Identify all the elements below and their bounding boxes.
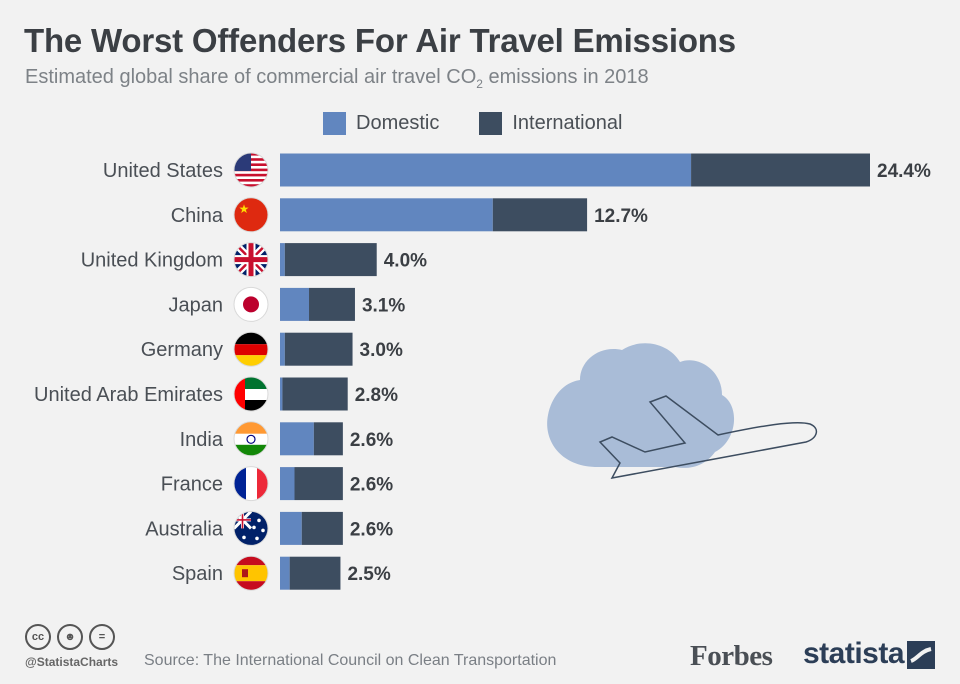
license-icons: cc ☻ =	[25, 624, 121, 650]
category-label: Germany	[141, 339, 223, 361]
bar-segment-international	[301, 511, 343, 545]
bar-segment-international	[289, 556, 341, 590]
value-label: 24.4%	[877, 161, 931, 182]
statista-logo-icon	[907, 641, 935, 669]
subtitle-main: Estimated global share of commercial air…	[25, 66, 477, 88]
bar-segment-international	[313, 422, 343, 456]
value-label: 4.0%	[384, 251, 427, 272]
bar-segment-international	[492, 198, 588, 232]
flag-in-icon	[233, 421, 269, 457]
bar-segment-domestic	[280, 243, 285, 277]
bar-segment-international	[282, 377, 348, 411]
bar-segment-international	[309, 287, 355, 321]
forbes-logo: Forbes	[690, 640, 773, 672]
legend-item-international: International	[479, 111, 623, 135]
category-label: United Kingdom	[81, 250, 223, 272]
chart-row: Australia 2.6%	[145, 510, 393, 546]
chart-legend: Domestic International	[323, 110, 662, 136]
bar-segment-domestic	[280, 377, 283, 411]
legend-label-international: International	[512, 111, 623, 134]
legend-item-domestic: Domestic	[323, 111, 440, 135]
flag-uk-icon	[233, 242, 269, 278]
chart-row: United States 24.4%	[103, 152, 931, 188]
chart-row: Germany 3.0%	[141, 331, 403, 367]
chart-row: United Kingdom 4.0%	[81, 242, 427, 278]
value-label: 2.8%	[355, 385, 398, 406]
bar-segment-domestic	[280, 153, 692, 187]
svg-text:★: ★	[239, 202, 250, 216]
flag-ae-icon	[233, 376, 269, 412]
flag-au-icon	[233, 510, 269, 546]
category-label: Spain	[172, 563, 223, 585]
category-label: France	[161, 474, 223, 496]
flag-cn-icon: ★	[233, 197, 269, 233]
bar-segment-domestic	[280, 467, 295, 501]
source-note: Source: The International Council on Cle…	[144, 652, 557, 669]
value-label: 3.0%	[360, 340, 403, 361]
bar-segment-international	[284, 332, 353, 366]
category-label: United Arab Emirates	[34, 384, 223, 406]
chart-row: France 2.6%	[161, 466, 393, 502]
value-label: 2.6%	[350, 475, 393, 496]
category-label: Japan	[169, 294, 224, 316]
by-icon: ☻	[57, 624, 83, 650]
chart-subtitle: Estimated global share of commercial air…	[25, 66, 649, 91]
category-label: India	[180, 429, 224, 451]
chart-row: Spain 2.5%	[172, 555, 391, 591]
bar-segment-domestic	[280, 422, 314, 456]
cc-icon: cc	[25, 624, 51, 650]
legend-swatch-international	[479, 111, 503, 135]
category-label: China	[171, 205, 224, 227]
bar-segment-international	[691, 153, 870, 187]
statista-logo: statista	[803, 637, 905, 670]
legend-swatch-domestic	[323, 111, 346, 135]
bar-segment-international	[294, 467, 343, 501]
value-label: 2.6%	[350, 519, 393, 540]
cloud-icon	[547, 343, 735, 468]
statista-handle: @StatistaCharts	[25, 655, 119, 669]
chart-row: Japan 3.1%	[169, 286, 405, 322]
value-label: 3.1%	[362, 295, 405, 316]
equals-icon: =	[89, 624, 115, 650]
value-label: 2.6%	[350, 430, 393, 451]
subtitle-end: emissions in 2018	[482, 66, 649, 88]
bar-segment-domestic	[280, 511, 302, 545]
flag-us-icon	[233, 152, 269, 188]
flag-jp-icon	[233, 286, 269, 322]
flag-de-icon	[233, 331, 269, 367]
chart-row: China ★ 12.7%	[171, 197, 648, 233]
bar-segment-international	[284, 243, 377, 277]
value-label: 12.7%	[594, 206, 648, 227]
category-label: United States	[103, 160, 223, 182]
flag-fr-icon	[233, 466, 269, 502]
chart-row: United Arab Emirates 2.8%	[34, 376, 398, 412]
chart-row: India 2.6%	[180, 421, 393, 457]
legend-label-domestic: Domestic	[356, 111, 440, 134]
chart-title: The Worst Offenders For Air Travel Emiss…	[24, 22, 736, 59]
airplane-icon	[598, 395, 818, 480]
flag-es-icon	[233, 555, 269, 591]
value-label: 2.5%	[347, 564, 390, 585]
bar-segment-domestic	[280, 332, 285, 366]
bar-segment-domestic	[280, 198, 493, 232]
bar-segment-domestic	[280, 287, 310, 321]
category-label: Australia	[145, 518, 224, 540]
bar-segment-domestic	[280, 556, 290, 590]
subtitle-subscript: 2	[476, 77, 483, 91]
